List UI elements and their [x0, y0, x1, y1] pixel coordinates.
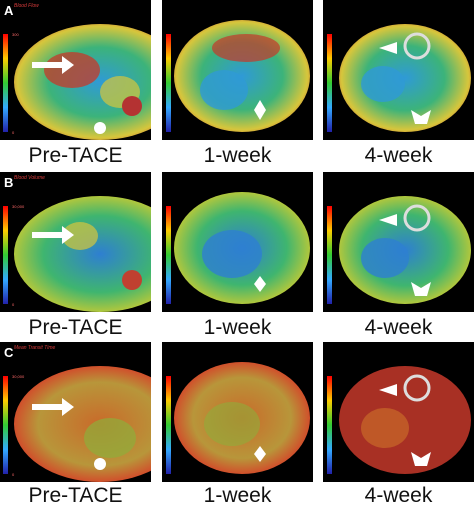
caption-pre-tace: Pre-TACE [28, 316, 123, 339]
caption-1-week: 1-week [203, 144, 272, 167]
caption-4-week: 4-week [364, 316, 433, 339]
panel-b-4-week [323, 172, 474, 312]
panel-a-pre-tace: A Blood Flow 300 0 [0, 0, 151, 140]
perfusion-map-image [166, 192, 310, 304]
caption-4-week: 4-week [364, 484, 433, 507]
panel-b-1-week [162, 172, 313, 312]
perfusion-map-image [327, 366, 471, 474]
scale-min-label: 0 [12, 302, 15, 307]
perfusion-map-image [327, 24, 471, 132]
caption-1-week: 1-week [203, 316, 272, 339]
scale-max-label: 30,000 [12, 204, 25, 209]
perfusion-map-image [3, 24, 151, 140]
perfusion-map-image [3, 196, 151, 312]
arrow-icon [32, 398, 74, 416]
arrowhead-icon [379, 42, 397, 54]
arrow-icon [32, 56, 74, 74]
arrowhead-icon [379, 384, 397, 396]
panel-b-pre-tace: B Blood Volume 30,000 0 [0, 172, 151, 312]
scale-max-label: 30,000 [12, 374, 25, 379]
panel-c-pre-tace: C Mean Transit Time 30,000 0 [0, 342, 151, 482]
row-label-c: C [4, 345, 14, 360]
perfusion-map-image [166, 362, 310, 474]
panel-c-4-week [323, 342, 474, 482]
caption-pre-tace: Pre-TACE [28, 484, 123, 507]
arrow-icon [32, 226, 74, 244]
row-label-b: B [4, 175, 14, 190]
caption-1-week: 1-week [203, 484, 272, 507]
map-label: Blood Volume [14, 175, 45, 181]
panel-c-1-week [162, 342, 313, 482]
panel-a-1-week [162, 0, 313, 140]
perfusion-map-image [3, 366, 151, 482]
scale-min-label: 0 [12, 130, 15, 135]
caption-pre-tace: Pre-TACE [28, 144, 123, 167]
scale-max-label: 300 [12, 32, 19, 37]
scale-min-label: 0 [12, 472, 15, 477]
caption-4-week: 4-week [364, 144, 433, 167]
map-label: Mean Transit Time [14, 345, 56, 351]
perfusion-map-image [166, 20, 310, 132]
row-label-a: A [4, 3, 14, 18]
panel-a-4-week [323, 0, 474, 140]
arrowhead-icon [379, 214, 397, 226]
map-label: Blood Flow [14, 3, 39, 9]
perfusion-map-image [327, 196, 471, 304]
